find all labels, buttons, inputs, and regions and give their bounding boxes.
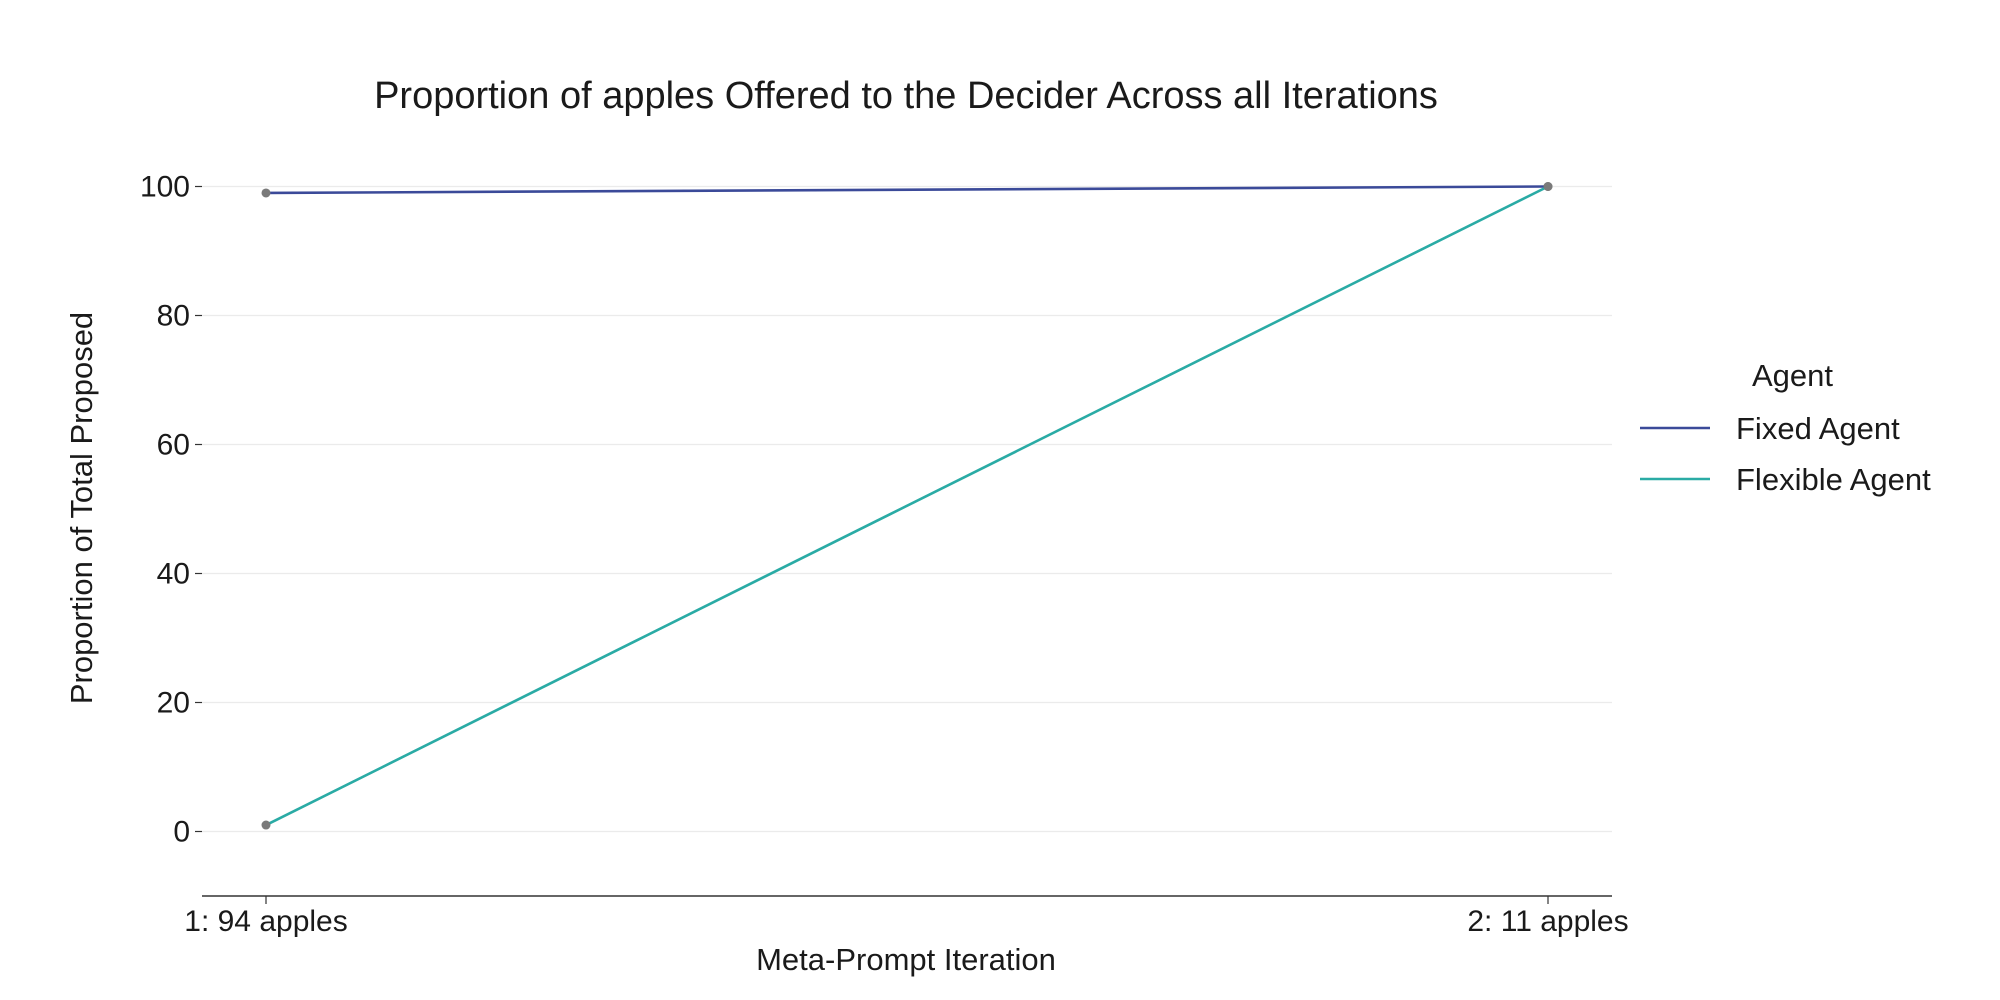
gridlines: [202, 185, 1612, 833]
y-tick-label: 60: [157, 429, 190, 462]
series-line-flexible-agent: [265, 185, 1549, 827]
series-line-fixed-agent: [265, 185, 1549, 195]
y-tick-label: 80: [157, 300, 190, 333]
legend-label: Fixed Agent: [1736, 411, 1900, 446]
x-tick-label: 2: 11 apples: [1467, 905, 1628, 938]
y-tick-label: 0: [173, 816, 190, 849]
series-lines: [265, 185, 1549, 827]
data-point-fixed-agent: [261, 188, 271, 198]
y-tick-label: 100: [140, 171, 190, 204]
legend: Agent Fixed Agent Flexible Agent: [1640, 358, 1931, 497]
y-axis-label: Proportion of Total Proposed: [64, 312, 99, 704]
y-axis: 0 20 40 60 80 100: [140, 171, 202, 849]
y-tick-label: 20: [157, 687, 190, 720]
y-tick-label: 40: [157, 558, 190, 591]
x-axis-label: Meta-Prompt Iteration: [756, 942, 1056, 977]
chart-title: Proportion of apples Offered to the Deci…: [374, 75, 1438, 117]
x-axis: 1: 94 apples 2: 11 apples: [184, 896, 1629, 938]
data-point-flexible-agent: [1543, 182, 1553, 191]
x-tick-label: 1: 94 apples: [184, 905, 347, 938]
legend-title: Agent: [1752, 358, 1833, 393]
data-markers: [261, 182, 1553, 830]
data-point-flexible-agent: [261, 820, 271, 830]
legend-items: Fixed Agent Flexible Agent: [1640, 411, 1931, 497]
legend-label: Flexible Agent: [1736, 462, 1931, 497]
